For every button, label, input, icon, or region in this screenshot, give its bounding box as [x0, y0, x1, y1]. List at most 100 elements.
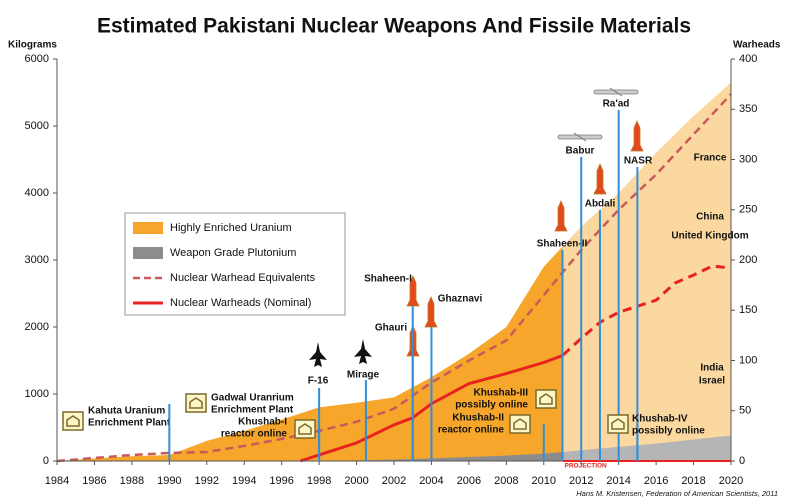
- y2-tick-label: 150: [739, 304, 757, 316]
- area-projection: [562, 82, 731, 461]
- icon-missile: [406, 274, 420, 307]
- icon-building: [611, 418, 625, 430]
- icon-missile: [630, 119, 644, 152]
- x-tick-label: 1988: [120, 475, 144, 487]
- event-label: Khushab-III: [474, 388, 529, 399]
- country-label: France: [694, 153, 727, 164]
- line: [56, 93, 732, 463]
- y-tick-label: 0: [43, 455, 49, 467]
- x-tick-label: 1986: [82, 475, 106, 487]
- event-label: reactor online: [438, 425, 505, 436]
- x-tick-label: 2004: [419, 475, 443, 487]
- x-tick-label: 2012: [569, 475, 593, 487]
- icon-building: [189, 397, 203, 409]
- icon-plane: [309, 342, 327, 367]
- y2-tick-label: 400: [739, 53, 757, 65]
- y2-tick-label: 50: [739, 405, 751, 417]
- y2-tick-label: 100: [739, 354, 757, 366]
- icon-plane: [354, 339, 372, 364]
- event-label: Ra'ad: [603, 99, 630, 110]
- y2-tick-label: 250: [739, 204, 757, 216]
- icon-building: [535, 389, 557, 409]
- area-projection: [562, 435, 731, 461]
- x-tick-label: 2020: [719, 475, 743, 487]
- event-label: possibly online: [632, 426, 705, 437]
- icon-building: [513, 418, 527, 430]
- y-tick-label: 3000: [25, 254, 49, 266]
- y2-tick-label: 300: [739, 153, 757, 165]
- icon-building: [62, 411, 84, 431]
- event-label: F-16: [308, 376, 329, 387]
- y2-tick-label: 0: [739, 455, 745, 467]
- area: [57, 246, 563, 461]
- y2-tick-label: 350: [739, 103, 757, 115]
- x-tick-label: 2000: [344, 475, 368, 487]
- y-axis-label: Kilograms: [8, 40, 57, 51]
- legend-label: Highly Enriched Uranium: [170, 222, 292, 234]
- country-label: China: [696, 212, 724, 223]
- area: [319, 451, 563, 461]
- legend-label: Weapon Grade Plutonium: [170, 247, 296, 259]
- event-label: Kahuta Uranium: [88, 406, 165, 417]
- country-label: India: [700, 363, 724, 374]
- line-projection: [562, 264, 732, 358]
- x-tick-label: 2010: [532, 475, 556, 487]
- icon-cruise: [609, 87, 623, 97]
- event-label: NASR: [624, 156, 653, 167]
- x-tick-label: 1994: [232, 475, 256, 487]
- legend-swatch: [133, 247, 163, 259]
- event-label: Khushab-I: [238, 417, 287, 428]
- icon-missile: [593, 162, 607, 195]
- projection-label: PROJECTION: [565, 463, 608, 470]
- x-tick-label: 1998: [307, 475, 331, 487]
- x-tick-label: 2008: [494, 475, 518, 487]
- event-label: Abdali: [585, 199, 616, 210]
- x-tick-label: 1984: [45, 475, 69, 487]
- y-tick-label: 1000: [25, 388, 49, 400]
- event-label: Ghauri: [375, 323, 407, 334]
- y2-axis-label: Warheads: [733, 40, 781, 51]
- x-tick-label: 2014: [606, 475, 630, 487]
- y2-tick-label: 200: [739, 254, 757, 266]
- x-tick-label: 2016: [644, 475, 668, 487]
- event-label: Babur: [566, 146, 595, 157]
- x-tick-label: 2018: [681, 475, 705, 487]
- y-tick-label: 2000: [25, 321, 49, 333]
- y-tick-label: 5000: [25, 120, 49, 132]
- source-note: Hans M. Kristensen, Federation of Americ…: [576, 489, 778, 498]
- event-label: Mirage: [347, 370, 380, 381]
- event-label: Shaheen-II: [537, 239, 588, 250]
- icon-building: [298, 423, 312, 435]
- x-tick-label: 1992: [195, 475, 219, 487]
- icon-building: [539, 393, 553, 405]
- x-tick-label: 1996: [269, 475, 293, 487]
- event-label: Enrichment Plant: [88, 418, 171, 429]
- icon-missile: [554, 199, 568, 232]
- country-label: United Kingdom: [671, 231, 748, 242]
- icon-building: [509, 414, 531, 434]
- event-label: Shaheen-I: [364, 274, 412, 285]
- y-tick-label: 4000: [25, 187, 49, 199]
- icon-building: [607, 414, 629, 434]
- legend-label: Nuclear Warheads (Nominal): [170, 297, 311, 309]
- icon-missile: [424, 295, 438, 328]
- event-label: Gadwal Uranrium: [211, 393, 294, 404]
- icon-building: [185, 393, 207, 413]
- event-label: Enrichment Plant: [211, 405, 294, 416]
- event-label: Khushab-IV: [632, 414, 688, 425]
- legend-swatch: [133, 222, 163, 234]
- x-tick-label: 1990: [157, 475, 181, 487]
- event-label: Ghaznavi: [438, 294, 483, 305]
- icon-cruise: [573, 132, 587, 142]
- y-tick-label: 6000: [25, 53, 49, 65]
- legend-label: Nuclear Warhead Equivalents: [170, 272, 316, 284]
- event-label: reactor online: [221, 429, 288, 440]
- icon-building: [66, 415, 80, 427]
- country-label: Israel: [699, 376, 725, 387]
- event-label: possibly online: [455, 400, 528, 411]
- line: [299, 353, 563, 463]
- icon-building: [294, 419, 316, 439]
- x-tick-label: 2002: [382, 475, 406, 487]
- chart-title: Estimated Pakistani Nuclear Weapons And …: [97, 15, 691, 38]
